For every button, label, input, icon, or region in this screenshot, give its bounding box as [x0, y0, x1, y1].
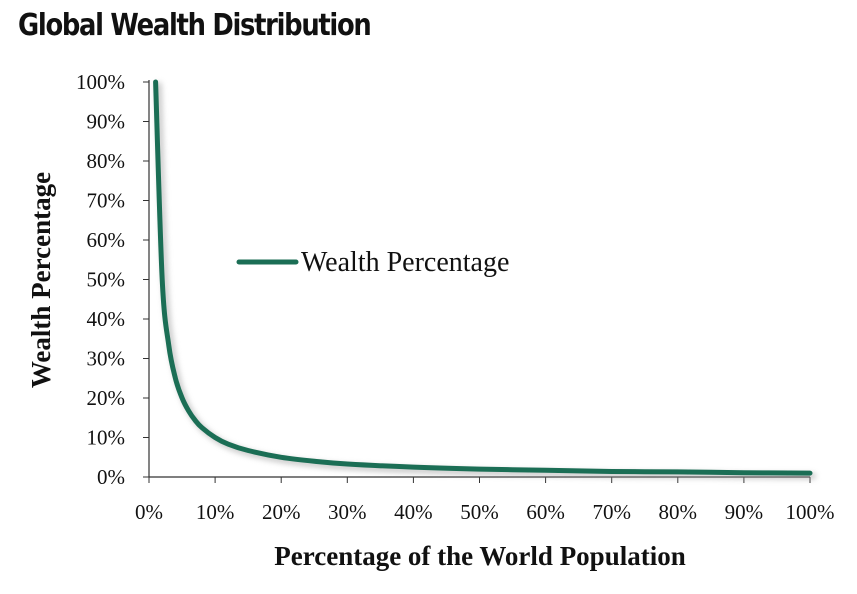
y-tick-label: 60%	[87, 228, 126, 252]
y-tick-label: 10%	[87, 426, 126, 450]
x-tick-label: 10%	[196, 500, 235, 524]
x-tick-label: 80%	[659, 500, 698, 524]
y-tick-labels: 0% 10% 20% 30% 40% 50% 60% 70% 80% 90% 100%	[76, 70, 149, 489]
y-tick-label: 70%	[87, 189, 126, 213]
legend: Wealth Percentage	[236, 247, 509, 278]
y-axis-title: Wealth Percentage	[26, 172, 56, 388]
axes	[148, 80, 810, 478]
chart-title: Global Wealth Distribution	[18, 8, 372, 43]
series-line-shadow	[155, 82, 816, 480]
series-line	[153, 79, 813, 476]
y-tick-label: 80%	[87, 149, 126, 173]
x-tick-label: 50%	[460, 500, 499, 524]
x-tick-label: 30%	[328, 500, 367, 524]
x-tick-label: 0%	[135, 500, 163, 524]
y-tick-label: 40%	[87, 307, 126, 331]
x-axis-title: Percentage of the World Population	[274, 541, 685, 571]
series-layer	[153, 79, 816, 480]
x-tick-label: 40%	[394, 500, 433, 524]
x-tick-label: 90%	[725, 500, 764, 524]
y-tick-label: 90%	[87, 110, 126, 134]
x-tick-label: 70%	[592, 500, 631, 524]
x-tick-labels: 0% 10% 20% 30% 40% 50% 60% 70% 80% 90% 100%	[135, 477, 835, 524]
y-tick-label: 0%	[97, 465, 125, 489]
x-tick-label: 20%	[262, 500, 301, 524]
y-tick-label: 30%	[87, 347, 126, 371]
y-tick-label: 50%	[87, 268, 126, 292]
x-tick-label: 60%	[526, 500, 565, 524]
y-tick-label: 20%	[87, 386, 126, 410]
legend-label: Wealth Percentage	[301, 247, 509, 278]
x-tick-label: 100%	[786, 500, 835, 524]
y-tick-label: 100%	[76, 70, 125, 94]
